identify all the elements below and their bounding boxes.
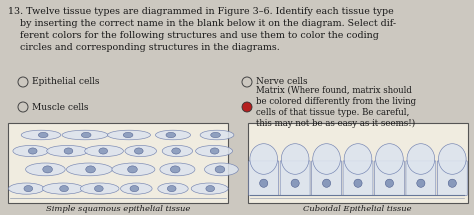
Circle shape xyxy=(417,179,425,187)
Ellipse shape xyxy=(210,148,219,154)
Text: 13. Twelve tissue types are diagrammed in Figure 3–6. Identify each tissue type
: 13. Twelve tissue types are diagrammed i… xyxy=(8,7,396,52)
Ellipse shape xyxy=(86,166,95,173)
Ellipse shape xyxy=(206,186,215,192)
Ellipse shape xyxy=(204,163,238,176)
Ellipse shape xyxy=(155,130,191,140)
Ellipse shape xyxy=(158,183,188,194)
FancyBboxPatch shape xyxy=(280,161,310,195)
Ellipse shape xyxy=(82,132,91,138)
Text: Nerve cells: Nerve cells xyxy=(256,77,308,86)
Ellipse shape xyxy=(85,145,123,157)
Ellipse shape xyxy=(166,132,176,138)
Ellipse shape xyxy=(26,163,65,176)
Ellipse shape xyxy=(438,144,466,174)
Ellipse shape xyxy=(47,145,88,157)
Ellipse shape xyxy=(128,166,137,173)
FancyBboxPatch shape xyxy=(311,161,342,195)
Ellipse shape xyxy=(344,144,372,174)
Ellipse shape xyxy=(28,148,37,154)
Ellipse shape xyxy=(64,148,73,154)
Text: Matrix (Where found, matrix should
be colored differently from the living
cells : Matrix (Where found, matrix should be co… xyxy=(256,86,416,128)
Ellipse shape xyxy=(167,186,176,192)
Ellipse shape xyxy=(407,144,435,174)
Ellipse shape xyxy=(112,163,155,176)
Text: Epithelial cells: Epithelial cells xyxy=(32,77,100,86)
Circle shape xyxy=(291,179,299,187)
Ellipse shape xyxy=(13,145,48,157)
Circle shape xyxy=(322,179,331,187)
Text: Cuboidal Epithelial tissue: Cuboidal Epithelial tissue xyxy=(303,205,411,213)
Ellipse shape xyxy=(80,183,119,194)
Ellipse shape xyxy=(62,130,108,140)
FancyBboxPatch shape xyxy=(8,123,228,203)
FancyBboxPatch shape xyxy=(374,161,404,195)
FancyBboxPatch shape xyxy=(438,161,467,195)
FancyBboxPatch shape xyxy=(406,161,436,195)
Ellipse shape xyxy=(43,166,53,173)
Ellipse shape xyxy=(38,132,48,138)
Ellipse shape xyxy=(9,183,44,194)
Circle shape xyxy=(448,179,456,187)
Ellipse shape xyxy=(99,148,108,154)
Ellipse shape xyxy=(160,163,195,176)
Ellipse shape xyxy=(21,130,61,140)
Ellipse shape xyxy=(191,183,228,194)
Ellipse shape xyxy=(24,186,33,192)
Ellipse shape xyxy=(211,132,220,138)
Circle shape xyxy=(354,179,362,187)
FancyBboxPatch shape xyxy=(249,161,279,195)
Ellipse shape xyxy=(170,166,180,173)
Ellipse shape xyxy=(94,186,103,192)
Ellipse shape xyxy=(200,130,234,140)
Ellipse shape xyxy=(60,186,68,192)
Ellipse shape xyxy=(196,145,233,157)
Ellipse shape xyxy=(215,166,225,173)
Ellipse shape xyxy=(120,183,152,194)
FancyBboxPatch shape xyxy=(248,123,468,203)
Circle shape xyxy=(260,179,268,187)
Ellipse shape xyxy=(250,144,278,174)
Ellipse shape xyxy=(162,145,192,157)
Ellipse shape xyxy=(42,183,84,194)
Circle shape xyxy=(385,179,393,187)
FancyBboxPatch shape xyxy=(343,161,373,195)
Ellipse shape xyxy=(66,163,112,176)
Ellipse shape xyxy=(123,132,133,138)
Text: Simple squamous epithelial tissue: Simple squamous epithelial tissue xyxy=(46,205,190,213)
Ellipse shape xyxy=(135,148,143,154)
Ellipse shape xyxy=(375,144,403,174)
Ellipse shape xyxy=(172,148,181,154)
Ellipse shape xyxy=(108,130,151,140)
Circle shape xyxy=(242,102,252,112)
Text: Muscle cells: Muscle cells xyxy=(32,103,89,112)
Ellipse shape xyxy=(130,186,139,192)
Ellipse shape xyxy=(125,145,156,157)
Ellipse shape xyxy=(281,144,309,174)
Ellipse shape xyxy=(313,144,340,174)
